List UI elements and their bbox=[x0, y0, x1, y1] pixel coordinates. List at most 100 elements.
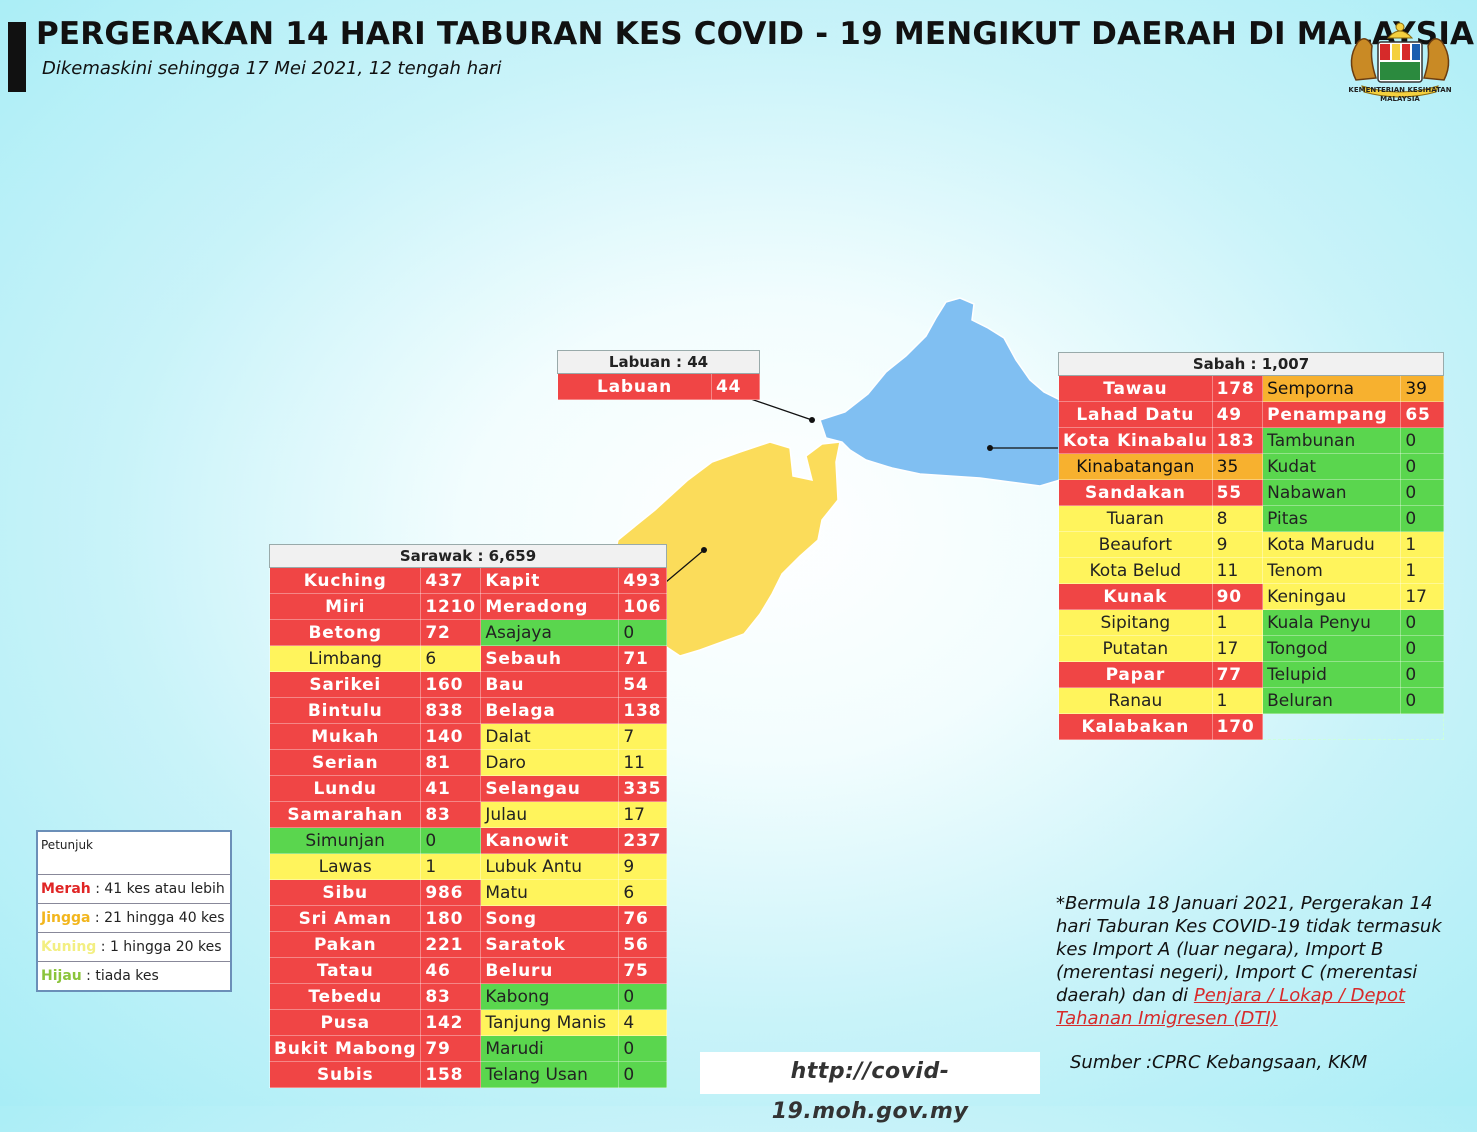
district-cases: 221 bbox=[420, 931, 482, 958]
district-name: Julau bbox=[480, 801, 620, 828]
table-row: Tebedu 83 Kabong 0 bbox=[268, 983, 667, 1010]
table-row: Subis 158 Telang Usan 0 bbox=[268, 1061, 667, 1088]
legend-item: Hijau : tiada kes bbox=[38, 962, 230, 990]
website-url[interactable]: http://covid-19.moh.gov.my bbox=[700, 1052, 1040, 1124]
table-row: Putatan 17 Tongod 0 bbox=[1058, 635, 1444, 662]
district-name: Simunjan bbox=[268, 827, 422, 854]
table-row: Kunak 90 Keningau 17 bbox=[1058, 583, 1444, 610]
district-name: Sri Aman bbox=[268, 905, 422, 932]
district-name: Saratok bbox=[480, 931, 620, 958]
district-cases: 83 bbox=[420, 801, 482, 828]
table-row: Samarahan 83 Julau 17 bbox=[268, 801, 667, 828]
district-name: Kota Marudu bbox=[1262, 531, 1402, 558]
district-cases: 9 bbox=[1211, 531, 1264, 558]
district-name: Putatan bbox=[1058, 635, 1213, 662]
district-name: Tambunan bbox=[1262, 427, 1402, 454]
district-cases: 35 bbox=[1211, 453, 1264, 480]
district-cases: 0 bbox=[1400, 609, 1444, 636]
labuan-leader-line bbox=[747, 397, 813, 421]
district-name: Belaga bbox=[480, 697, 620, 724]
district-name: Sibu bbox=[268, 879, 422, 906]
table-row: Kalabakan 170 bbox=[1058, 713, 1444, 740]
logo-caption-line-1: KEMENTERIAN KESIHATAN bbox=[1348, 86, 1452, 94]
table-row: Miri 1210 Meradong 106 bbox=[268, 593, 667, 620]
district-cases: 437 bbox=[420, 567, 482, 594]
district-name: Pusa bbox=[268, 1009, 422, 1036]
district-name: Tuaran bbox=[1058, 505, 1213, 532]
district-name: Miri bbox=[268, 593, 422, 620]
district-name: Papar bbox=[1058, 661, 1213, 688]
district-name: Meradong bbox=[480, 593, 620, 620]
district-cases: 44 bbox=[710, 373, 761, 400]
table-row: Tuaran 8 Pitas 0 bbox=[1058, 505, 1444, 532]
district-name: Lahad Datu bbox=[1058, 401, 1213, 428]
table-row: Kinabatangan 35 Kudat 0 bbox=[1058, 453, 1444, 480]
district-name: Lubuk Antu bbox=[480, 853, 620, 880]
district-cases: 56 bbox=[618, 931, 667, 958]
district-cases: 237 bbox=[618, 827, 667, 854]
district-cases: 7 bbox=[618, 723, 667, 750]
district-name: Tenom bbox=[1262, 557, 1402, 584]
district-cases: 140 bbox=[420, 723, 482, 750]
table-row: Tatau 46 Beluru 75 bbox=[268, 957, 667, 984]
district-name: Serian bbox=[268, 749, 422, 776]
district-name: Marudi bbox=[480, 1035, 620, 1062]
coat-of-arms-logo bbox=[1350, 22, 1450, 98]
district-cases: 0 bbox=[420, 827, 482, 854]
district-cases: 493 bbox=[618, 567, 667, 594]
legend-term: Kuning bbox=[41, 939, 97, 955]
district-cases: 6 bbox=[420, 645, 482, 672]
legend-term: Merah bbox=[41, 881, 91, 897]
district-cases: 0 bbox=[1400, 479, 1444, 506]
sarawak-leader-line bbox=[665, 549, 705, 583]
district-cases: 0 bbox=[618, 619, 667, 646]
sabah-marker bbox=[987, 445, 993, 451]
legend-term: Hijau bbox=[41, 968, 82, 984]
legend-title: Petunjuk bbox=[38, 832, 230, 875]
table-row: Kuching 437 Kapit 493 bbox=[268, 567, 667, 594]
table-row: Lawas 1 Lubuk Antu 9 bbox=[268, 853, 667, 880]
district-cases: 0 bbox=[1400, 687, 1444, 714]
sabah-islet bbox=[948, 300, 960, 310]
district-name: Kudat bbox=[1262, 453, 1402, 480]
district-name: Semporna bbox=[1262, 375, 1402, 402]
table-row: Labuan 44 bbox=[557, 373, 761, 400]
district-cases: 4 bbox=[618, 1009, 667, 1036]
page-subtitle: Dikemaskini sehingga 17 Mei 2021, 12 ten… bbox=[42, 58, 502, 79]
district-cases: 1 bbox=[420, 853, 482, 880]
district-name: Kanowit bbox=[480, 827, 620, 854]
legend-item: Kuning : 1 hingga 20 kes bbox=[38, 933, 230, 962]
district-name: Daro bbox=[480, 749, 620, 776]
district-cases: 0 bbox=[618, 1035, 667, 1062]
table-row: Kota Kinabalu 183 Tambunan 0 bbox=[1058, 427, 1444, 454]
logo-caption: KEMENTERIAN KESIHATAN MALAYSIA bbox=[1336, 86, 1464, 104]
district-cases: 81 bbox=[420, 749, 482, 776]
footnote: *Bermula 18 Januari 2021, Pergerakan 14 … bbox=[1056, 892, 1468, 1030]
district-cases: 335 bbox=[618, 775, 667, 802]
district-name: Kuala Penyu bbox=[1262, 609, 1402, 636]
table-row: Sarikei 160 Bau 54 bbox=[268, 671, 667, 698]
district-cases: 142 bbox=[420, 1009, 482, 1036]
sabah-title: Sabah : 1,007 bbox=[1058, 352, 1444, 376]
district-cases: 0 bbox=[1400, 427, 1444, 454]
district-cases: 41 bbox=[420, 775, 482, 802]
district-name: Sarikei bbox=[268, 671, 422, 698]
district-cases: 9 bbox=[618, 853, 667, 880]
district-name: Kinabatangan bbox=[1058, 453, 1213, 480]
district-name: Telang Usan bbox=[480, 1061, 620, 1088]
district-cases: 838 bbox=[420, 697, 482, 724]
district-cases: 0 bbox=[1400, 661, 1444, 688]
table-row: Limbang 6 Sebauh 71 bbox=[268, 645, 667, 672]
district-name: Keningau bbox=[1262, 583, 1402, 610]
district-name: Lundu bbox=[268, 775, 422, 802]
table-row: Lundu 41 Selangau 335 bbox=[268, 775, 667, 802]
district-name: Pitas bbox=[1262, 505, 1402, 532]
legend-desc: : 21 hingga 40 kes bbox=[90, 910, 225, 926]
district-cases: 65 bbox=[1400, 401, 1444, 428]
district-name: Sipitang bbox=[1058, 609, 1213, 636]
district-cases: 6 bbox=[618, 879, 667, 906]
table-row: Tawau 178 Semporna 39 bbox=[1058, 375, 1444, 402]
footnote-link[interactable]: Penjara / Lokap / Depot Tahanan Imigrese… bbox=[1056, 985, 1406, 1029]
district-name: Beluru bbox=[480, 957, 620, 984]
sarawak-table: Sarawak : 6,659 Kuching 437 Kapit 493 Miri 121… bbox=[268, 544, 667, 1088]
